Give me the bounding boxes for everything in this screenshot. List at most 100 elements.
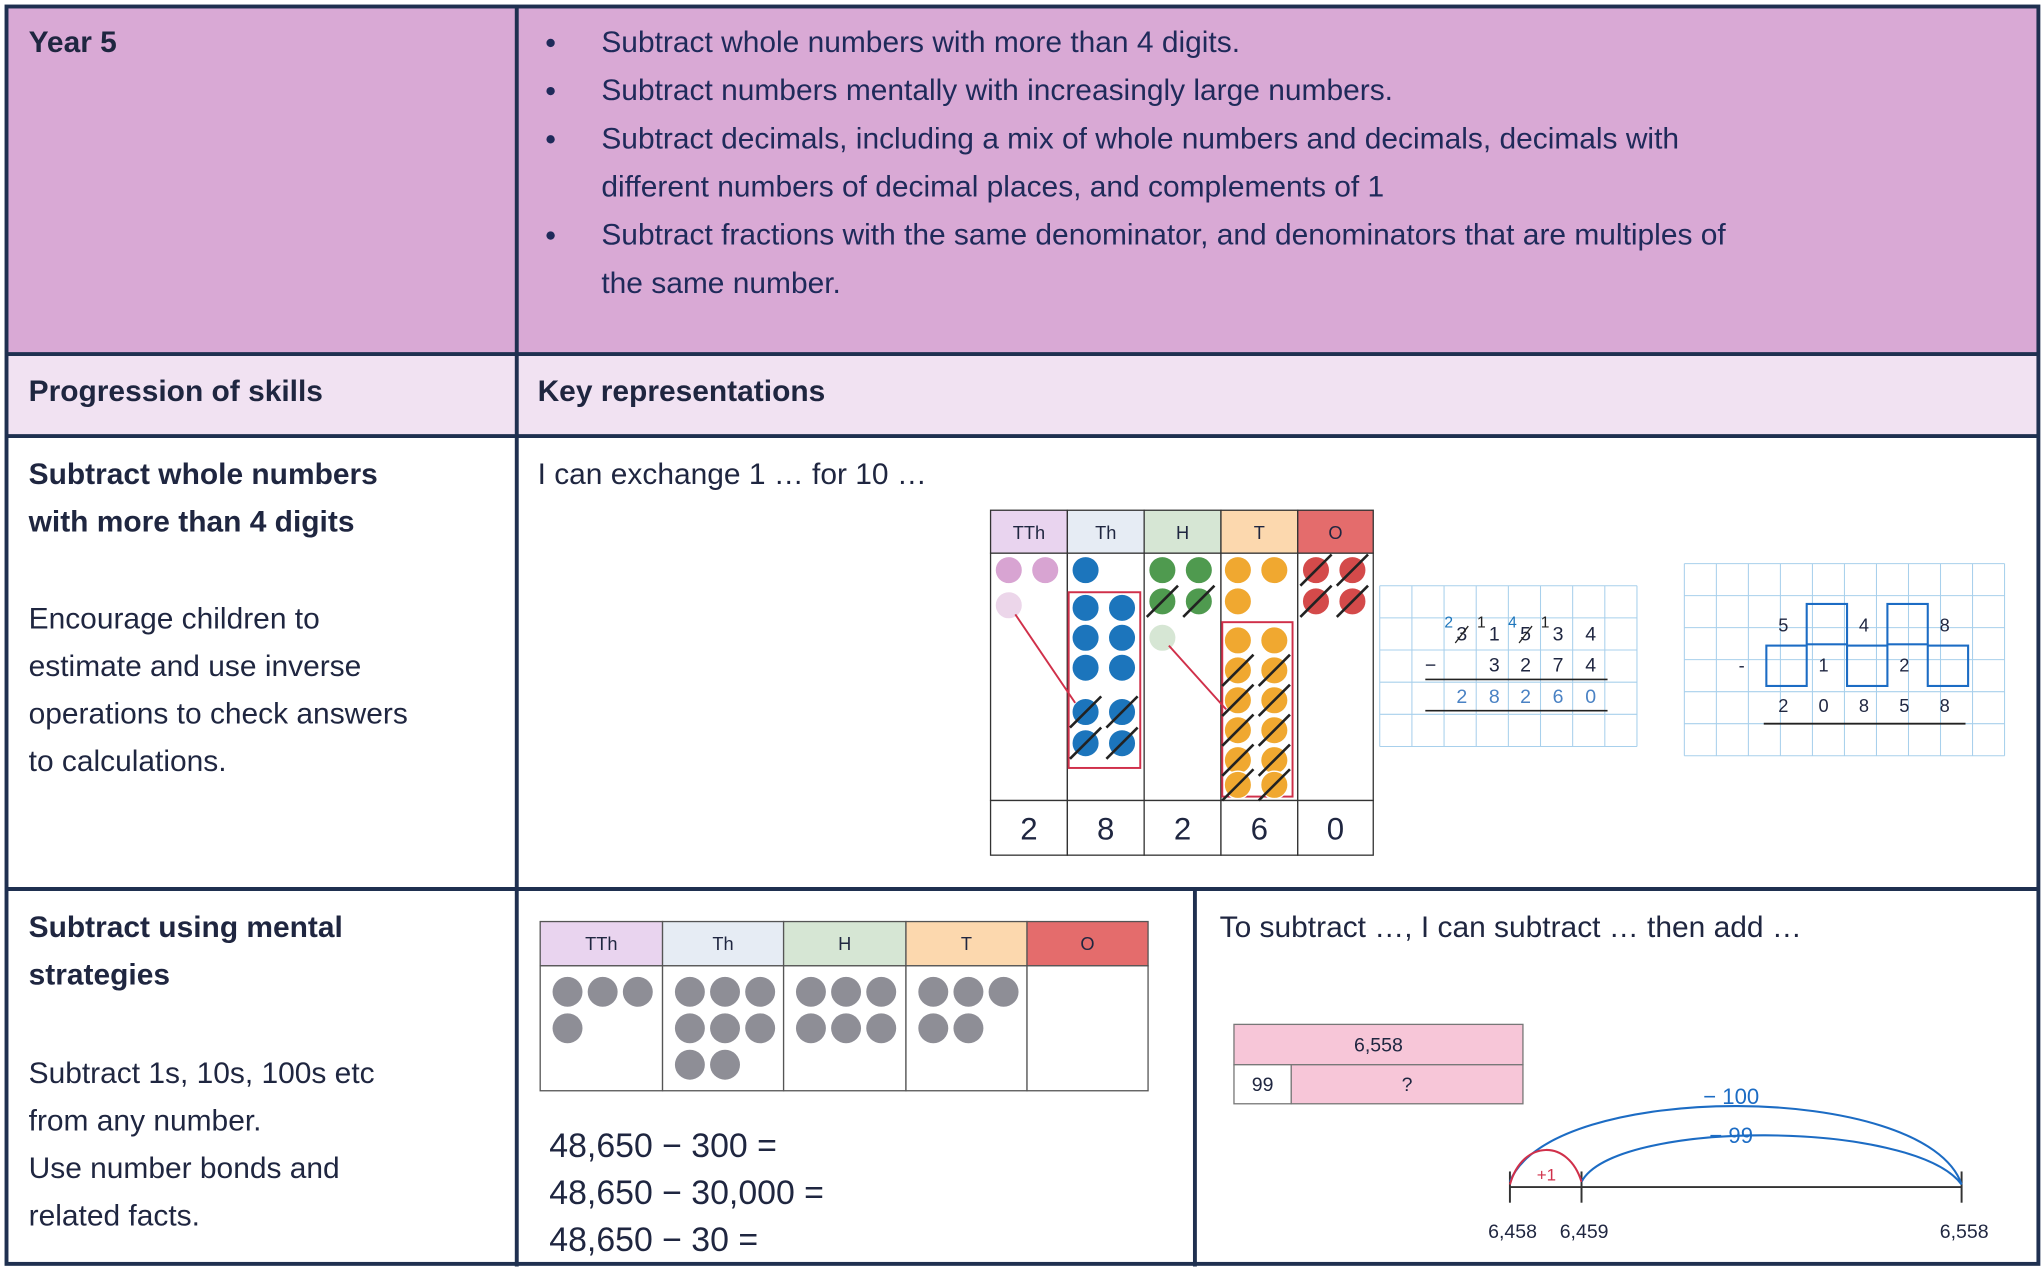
- jump-label: +1: [1537, 1166, 1556, 1185]
- pv-header-cell: [1297, 509, 1374, 554]
- jump-arc: [1508, 1105, 1963, 1185]
- counter: [866, 976, 897, 1007]
- bar-label: 99: [1252, 1074, 1274, 1096]
- column-header: Progression of skills: [29, 375, 323, 408]
- counter: [994, 555, 1024, 585]
- counter: [1107, 623, 1137, 653]
- jump-label: − 100: [1703, 1084, 1759, 1109]
- bullet: [546, 135, 555, 144]
- counter: [994, 590, 1024, 620]
- bullet: [546, 38, 555, 48]
- cross-out: [1221, 768, 1255, 802]
- digit: 2: [1520, 686, 1531, 708]
- skill-note: estimate and use inverse: [29, 650, 362, 683]
- table-grid: [4, 4, 2041, 1267]
- cross-out: [1335, 584, 1369, 618]
- counter: [1148, 555, 1177, 585]
- counter: [1260, 626, 1289, 655]
- cross-out: [1105, 726, 1139, 760]
- equation: 48,650 − 300 =: [549, 1127, 777, 1165]
- operator: -: [1739, 656, 1745, 676]
- counter: [1030, 555, 1060, 585]
- pv-digit-cell: [1066, 799, 1145, 856]
- cross-out: [1257, 713, 1291, 747]
- cross-out: [1105, 695, 1139, 729]
- counter: [1223, 626, 1253, 655]
- counter: [674, 1049, 705, 1080]
- counter: [1260, 555, 1289, 585]
- exchange-digit: 2: [1444, 614, 1453, 631]
- counter: [831, 1013, 862, 1044]
- bar-label: ?: [1402, 1074, 1413, 1096]
- number-label: 6,558: [1940, 1221, 1989, 1243]
- exchange-box: [1221, 621, 1294, 798]
- jump-label: − 99: [1709, 1123, 1753, 1148]
- counter: [1071, 555, 1100, 585]
- digit: 4: [1859, 615, 1869, 635]
- skill-title: Subtract using mental: [29, 911, 343, 944]
- cross-out: [1221, 653, 1255, 687]
- digit: 8: [1940, 696, 1950, 716]
- counter: [745, 1013, 776, 1044]
- pv-header: Th: [712, 934, 733, 954]
- jump-arc: [1508, 1148, 1583, 1185]
- pv-header: T: [1254, 523, 1265, 543]
- digit: 2: [1520, 655, 1531, 677]
- counter: [710, 1049, 740, 1080]
- digit: 5: [1778, 615, 1788, 635]
- equation: 48,650 − 30 =: [549, 1221, 758, 1259]
- pv-digit-cell: [1143, 799, 1222, 856]
- digit: 4: [1585, 623, 1596, 645]
- digit: 5: [1899, 696, 1909, 716]
- counter: [866, 1013, 897, 1044]
- counter: [918, 976, 949, 1007]
- pv-header: O: [1080, 934, 1094, 954]
- cross-out: [1335, 553, 1369, 587]
- pv-digit-cell: [989, 799, 1069, 856]
- digit: 4: [1585, 655, 1596, 677]
- digit: 8: [1859, 696, 1869, 716]
- skill-title: strategies: [29, 959, 170, 992]
- counter: [1148, 623, 1177, 653]
- counter: [953, 1013, 984, 1044]
- operator: −: [1425, 655, 1436, 677]
- cross-out: [1257, 743, 1291, 777]
- objective-text: Subtract decimals, including a mix of wh…: [601, 122, 1679, 155]
- header-band: [6, 6, 2039, 355]
- cross-out: [1518, 625, 1533, 644]
- digit: 8: [1940, 615, 1950, 635]
- counter: [552, 976, 583, 1007]
- counter: [795, 1013, 826, 1044]
- digit: 8: [1489, 686, 1500, 708]
- counter: [1071, 623, 1100, 653]
- bar-unknown: [1290, 1064, 1524, 1105]
- column-header: Key representations: [538, 375, 826, 408]
- pv-digit-cell: [1297, 799, 1374, 856]
- pv-header-cell: [905, 920, 1028, 967]
- skill-title: with more than 4 digits: [28, 506, 355, 539]
- cross-out: [1454, 625, 1469, 644]
- column-header-band: [6, 354, 2039, 437]
- skill-note: Subtract 1s, 10s, 100s etc: [29, 1057, 375, 1090]
- exchange-box: [1067, 591, 1142, 769]
- bar-label: 6,558: [1354, 1035, 1403, 1057]
- pv-body-cell: [1026, 965, 1149, 1092]
- pv-header-cell: [782, 920, 907, 967]
- cross-out: [1257, 653, 1291, 687]
- prompt: I can exchange 1 … for 10 …: [538, 458, 927, 491]
- counter: [745, 976, 776, 1007]
- counter: [953, 976, 984, 1007]
- skill-note: operations to check answers: [29, 698, 408, 731]
- counter: [1071, 653, 1100, 683]
- counter: [988, 976, 1019, 1007]
- year-label: Year 5: [29, 26, 117, 59]
- counter: [587, 976, 618, 1007]
- counter: [1071, 593, 1100, 623]
- digit: 0: [1819, 696, 1829, 716]
- pv-digit: 6: [1251, 812, 1268, 847]
- counter: [795, 976, 826, 1007]
- digit: 1: [1489, 623, 1500, 645]
- exchange-digit: 1: [1541, 614, 1550, 631]
- counter: [710, 976, 740, 1007]
